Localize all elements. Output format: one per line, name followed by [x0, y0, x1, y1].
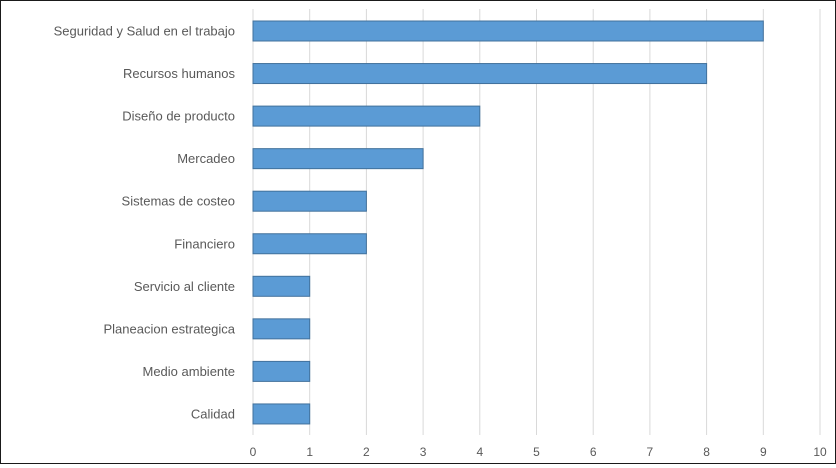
bar-4 — [252, 190, 367, 212]
category-label-9: Calidad — [191, 406, 235, 421]
category-label-1: Recursos humanos — [123, 66, 235, 81]
bar-3 — [252, 148, 424, 170]
bar-1 — [252, 63, 708, 85]
x-axis-tick-labels: 0 1 2 3 4 5 6 7 8 9 10 — [250, 445, 827, 459]
x-tick-label-1: 1 — [306, 445, 313, 459]
x-tick-label-9: 9 — [760, 445, 767, 459]
bar-0 — [252, 20, 764, 42]
x-tick-label-3: 3 — [420, 445, 427, 459]
x-tick-label-10: 10 — [813, 445, 827, 459]
bar-5 — [252, 233, 367, 255]
bar-7 — [252, 318, 311, 340]
bars — [252, 20, 764, 425]
category-label-7: Planeacion estrategica — [103, 321, 235, 336]
x-tick-label-5: 5 — [533, 445, 540, 459]
category-labels: Seguridad y Salud en el trabajo Recursos … — [54, 24, 236, 422]
category-label-0: Seguridad y Salud en el trabajo — [54, 24, 235, 39]
bar-2 — [252, 105, 481, 127]
x-tick-label-8: 8 — [703, 445, 710, 459]
bar-6 — [252, 275, 311, 297]
x-tick-label-7: 7 — [647, 445, 654, 459]
category-label-2: Diseño de producto — [122, 109, 235, 124]
bar-9 — [252, 403, 311, 425]
x-tick-label-4: 4 — [476, 445, 483, 459]
x-tick-label-0: 0 — [250, 445, 257, 459]
x-tick-label-2: 2 — [363, 445, 370, 459]
category-label-3: Mercadeo — [177, 151, 235, 166]
category-label-4: Sistemas de costeo — [122, 194, 235, 209]
category-label-6: Servicio al cliente — [134, 279, 235, 294]
x-tick-label-6: 6 — [590, 445, 597, 459]
category-label-8: Medio ambiente — [143, 364, 236, 379]
bar-8 — [252, 360, 311, 382]
category-label-5: Financiero — [174, 236, 235, 251]
